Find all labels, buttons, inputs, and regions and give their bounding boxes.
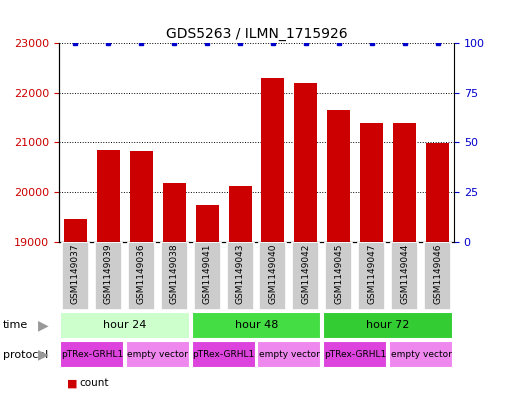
FancyBboxPatch shape	[391, 242, 418, 310]
Text: hour 48: hour 48	[235, 320, 278, 330]
FancyBboxPatch shape	[128, 242, 155, 310]
Text: GSM1149036: GSM1149036	[137, 244, 146, 305]
Bar	[360, 123, 383, 242]
Text: pTRex-GRHL1: pTRex-GRHL1	[61, 350, 123, 359]
Bar	[163, 183, 186, 242]
Text: pTRex-GRHL1: pTRex-GRHL1	[324, 350, 386, 359]
Text: protocol: protocol	[3, 350, 48, 360]
Text: ■: ■	[67, 378, 77, 388]
FancyBboxPatch shape	[323, 341, 387, 368]
Text: GSM1149040: GSM1149040	[268, 244, 278, 304]
FancyBboxPatch shape	[126, 341, 190, 368]
Text: pTRex-GRHL1: pTRex-GRHL1	[192, 350, 255, 359]
FancyBboxPatch shape	[62, 242, 89, 310]
FancyBboxPatch shape	[161, 242, 188, 310]
Text: GSM1149045: GSM1149045	[334, 244, 343, 304]
Text: GSM1149046: GSM1149046	[433, 244, 442, 304]
Text: ▶: ▶	[38, 348, 49, 362]
Text: GSM1149041: GSM1149041	[203, 244, 212, 304]
Text: hour 24: hour 24	[103, 320, 147, 330]
Bar	[327, 110, 350, 242]
Bar	[393, 123, 416, 242]
FancyBboxPatch shape	[424, 242, 451, 310]
Bar	[130, 151, 153, 242]
Bar	[426, 143, 449, 242]
Text: count: count	[80, 378, 109, 388]
FancyBboxPatch shape	[258, 341, 321, 368]
Text: GSM1149047: GSM1149047	[367, 244, 376, 304]
FancyBboxPatch shape	[193, 242, 221, 310]
Bar	[228, 186, 251, 242]
FancyBboxPatch shape	[325, 242, 352, 310]
Bar	[64, 219, 87, 242]
FancyBboxPatch shape	[358, 242, 385, 310]
FancyBboxPatch shape	[192, 312, 321, 339]
FancyBboxPatch shape	[292, 242, 320, 310]
Text: hour 72: hour 72	[366, 320, 410, 330]
FancyBboxPatch shape	[260, 242, 286, 310]
FancyBboxPatch shape	[60, 312, 190, 339]
Text: GSM1149037: GSM1149037	[71, 244, 80, 305]
Text: time: time	[3, 320, 28, 330]
Bar	[262, 78, 285, 242]
FancyBboxPatch shape	[389, 341, 453, 368]
Bar	[294, 83, 318, 242]
Bar	[97, 150, 120, 242]
FancyBboxPatch shape	[95, 242, 122, 310]
Text: empty vector: empty vector	[259, 350, 320, 359]
FancyBboxPatch shape	[323, 312, 453, 339]
FancyBboxPatch shape	[60, 341, 124, 368]
Text: GSM1149039: GSM1149039	[104, 244, 113, 305]
Text: empty vector: empty vector	[391, 350, 451, 359]
Text: ▶: ▶	[38, 318, 49, 332]
Text: GSM1149044: GSM1149044	[400, 244, 409, 304]
Bar	[195, 206, 219, 242]
Text: GSM1149043: GSM1149043	[235, 244, 245, 304]
Text: GSM1149038: GSM1149038	[170, 244, 179, 305]
FancyBboxPatch shape	[192, 341, 255, 368]
Text: GSM1149042: GSM1149042	[301, 244, 310, 304]
Text: empty vector: empty vector	[127, 350, 188, 359]
FancyBboxPatch shape	[227, 242, 253, 310]
Title: GDS5263 / ILMN_1715926: GDS5263 / ILMN_1715926	[166, 27, 347, 41]
